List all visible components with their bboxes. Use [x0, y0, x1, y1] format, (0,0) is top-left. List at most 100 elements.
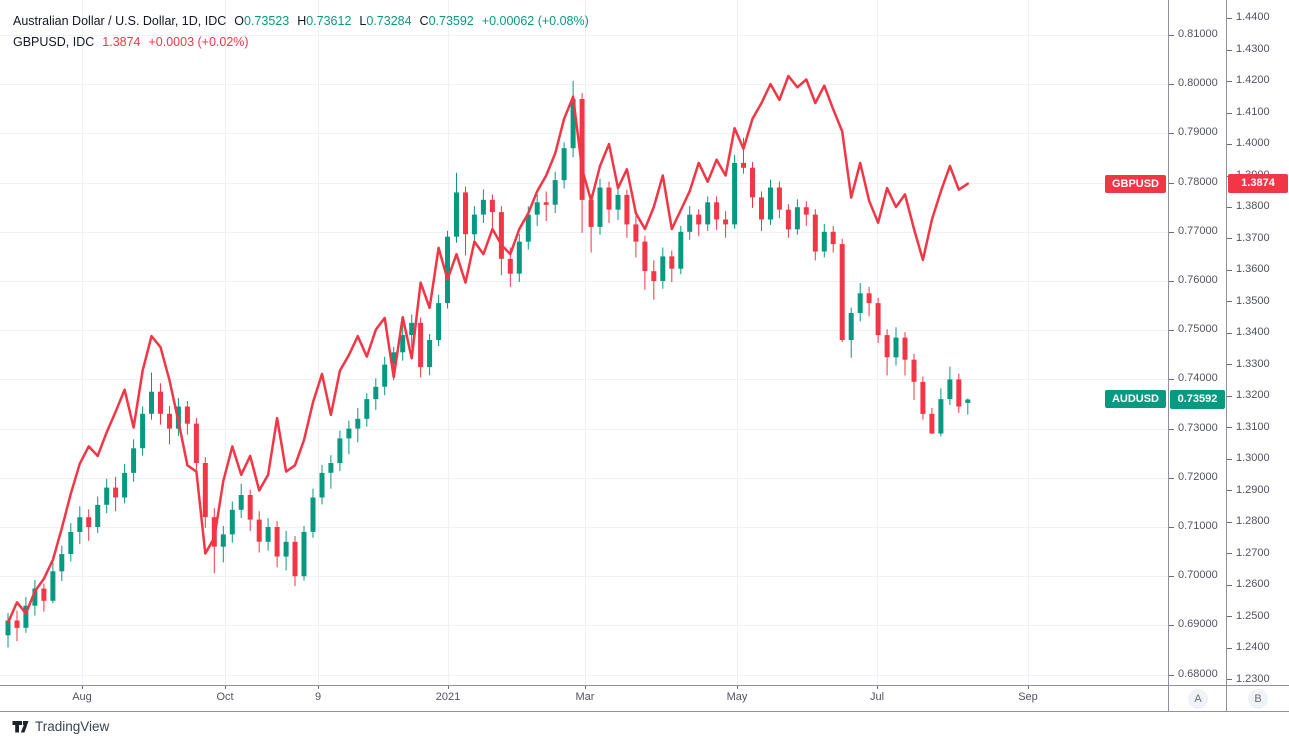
tick-mark [1227, 333, 1232, 334]
gbp-tick-label: 1.2500 [1236, 609, 1270, 622]
candle-body [104, 487, 110, 505]
time-axis-label: 2021 [435, 691, 461, 703]
tick-mark [1227, 396, 1232, 397]
candle-body [696, 214, 702, 225]
gbp-tick-label: 1.2300 [1236, 672, 1270, 685]
candle-body [597, 187, 603, 227]
gbp-tick-label: 1.2900 [1236, 483, 1270, 496]
candle-body [113, 487, 119, 498]
legend-gbpusd-row[interactable]: GBPUSD, IDC 1.3874 +0.0003 (+0.02%) [13, 31, 589, 52]
audusd-last-price-badge[interactable]: 0.73592 [1170, 389, 1225, 409]
candle-body [364, 399, 370, 419]
candle-body [642, 241, 648, 272]
candle-body [400, 335, 406, 353]
tradingview-logo[interactable]: TradingView [12, 718, 109, 735]
time-axis[interactable]: Aug Oct 9 2021 Mar May Jul Sep [0, 685, 1168, 711]
candle-body [131, 448, 137, 473]
candle-body [247, 495, 253, 520]
tick-mark [1227, 113, 1232, 114]
candle-body [373, 386, 379, 400]
candle-body [893, 337, 899, 358]
tick-mark [1227, 679, 1232, 680]
candle-body [184, 406, 190, 424]
candle-body [938, 399, 944, 434]
tick-mark [1169, 576, 1174, 577]
candle-body [741, 162, 746, 168]
candle-body [337, 438, 343, 463]
candle-body [911, 359, 917, 382]
candle-body [902, 337, 908, 360]
candle-body [534, 202, 540, 215]
candle-body [149, 391, 154, 414]
candle-body [274, 527, 280, 557]
scale-a-button[interactable]: A [1188, 689, 1208, 709]
time-axis-label: Oct [216, 691, 234, 703]
price-axis-aud[interactable]: 0.73592 A 0.81000 0.80000 0.79000 0.78000 0.… [1168, 0, 1226, 712]
tick-mark [1227, 144, 1232, 145]
tick-mark [1227, 238, 1232, 239]
candle-wick [743, 137, 744, 174]
aud-tick-label: 0.77000 [1178, 224, 1218, 237]
tick-mark [1169, 478, 1174, 479]
gbp-tick-label: 1.4000 [1236, 137, 1270, 149]
gbp-tick-label: 1.4100 [1236, 105, 1270, 118]
candle-body [5, 620, 11, 636]
aud-tick-label: 0.69000 [1178, 618, 1218, 631]
gbpusd-last-price-badge[interactable]: 1.3874 [1228, 174, 1288, 194]
candle-body [292, 541, 298, 577]
gbp-tick-label: 1.2800 [1236, 515, 1270, 527]
candle-body [167, 413, 172, 429]
candle-body [382, 364, 388, 387]
candle-body [328, 463, 334, 473]
candle-body [86, 517, 92, 527]
gbpusd-price: 1.3874 [102, 34, 141, 49]
candle-body [633, 224, 639, 242]
candle-body [454, 192, 459, 237]
tick-mark [1227, 81, 1232, 82]
tick-mark [1227, 490, 1232, 491]
candle-body [122, 472, 128, 498]
candle-wick [491, 194, 493, 233]
candle-body [543, 202, 549, 205]
candle-body [678, 231, 684, 269]
gbp-tick-label: 1.3800 [1236, 200, 1270, 212]
candle-body [965, 399, 971, 403]
legend-audusd-row[interactable]: Australian Dollar / U.S. Dollar, 1D, IDC… [13, 10, 589, 31]
gbpusd-series-badge[interactable]: GBPUSD [1104, 174, 1166, 193]
time-axis-label: Sep [1018, 691, 1038, 703]
candle-body [68, 531, 74, 554]
candle-body [436, 303, 442, 340]
gbp-tick-label: 1.2400 [1236, 641, 1270, 653]
gbp-tick-label: 1.3300 [1236, 357, 1270, 370]
ohlc-low: L0.73284 [359, 13, 412, 28]
candle-body [516, 241, 522, 274]
candle-body [732, 162, 738, 225]
aud-tick-label: 0.70000 [1178, 569, 1218, 582]
gbp-tick-label: 1.2600 [1236, 578, 1270, 590]
tick-mark [1169, 625, 1174, 626]
candle-body [956, 379, 962, 407]
tick-mark [1169, 232, 1174, 233]
scale-b-button[interactable]: B [1248, 689, 1268, 709]
time-tick-mark [318, 685, 319, 689]
time-tick-mark [82, 685, 83, 689]
gbp-tick-label: 1.3700 [1236, 231, 1270, 244]
candle-body [32, 588, 38, 606]
tick-mark [1227, 427, 1232, 428]
candle-body [660, 256, 666, 281]
chart-legend: Australian Dollar / U.S. Dollar, 1D, IDC… [13, 10, 589, 52]
audusd-series-badge[interactable]: AUDUSD [1104, 390, 1166, 409]
candle-body [705, 202, 711, 225]
candle-body [14, 620, 20, 628]
price-chart[interactable] [0, 0, 1168, 712]
price-axis-gbp[interactable]: 1.3874 B 1.4400 1.4300 1.4200 1.4100 1.4000 1… [1226, 0, 1289, 712]
gbp-tick-label: 1.2700 [1236, 546, 1270, 559]
candle-body [723, 219, 729, 225]
candle-body [866, 293, 872, 304]
tick-mark [1227, 585, 1232, 586]
tick-mark [1169, 281, 1174, 282]
tick-mark [1169, 379, 1174, 380]
candle-body [884, 335, 890, 358]
aud-tick-label: 0.71000 [1178, 520, 1218, 532]
